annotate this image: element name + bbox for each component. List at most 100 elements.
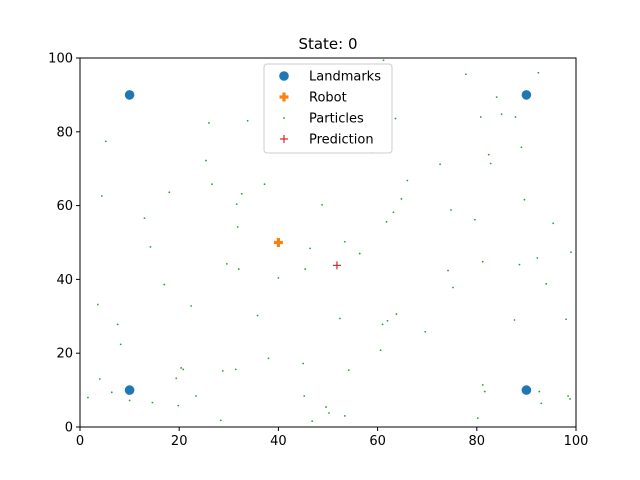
particles-point <box>235 203 238 206</box>
particles-point <box>205 159 207 162</box>
particles-point <box>110 391 113 394</box>
particles-point <box>96 303 99 306</box>
particles-point <box>263 183 266 186</box>
particles-point <box>325 406 327 408</box>
particles-point <box>565 318 567 321</box>
plot-area-frame <box>79 57 577 428</box>
particles-point <box>489 162 492 165</box>
landmarks-point <box>124 385 135 395</box>
particles-point <box>119 343 122 346</box>
particles-point <box>483 390 486 393</box>
particles-point <box>385 220 388 223</box>
particles-point <box>303 395 306 397</box>
particles-point <box>321 203 323 206</box>
particles-point <box>236 226 239 228</box>
legend-robot-label: Robot <box>309 91 347 106</box>
legend: Landmarks Robot Particles Prediction <box>263 63 393 154</box>
particles-point <box>208 122 210 124</box>
legend-particles-marker <box>283 117 285 119</box>
particles-point <box>104 140 107 143</box>
x-tick-label: 20 <box>171 434 188 449</box>
legend-landmarks-marker <box>279 71 289 81</box>
robot-point <box>273 238 283 247</box>
particles-point <box>309 247 312 250</box>
particles-point <box>219 419 222 422</box>
particles-point <box>479 116 482 118</box>
particles-point <box>424 330 427 333</box>
legend-box <box>263 63 393 154</box>
particles-point <box>481 384 484 386</box>
particles-point <box>400 198 403 200</box>
particles-point <box>225 263 228 265</box>
landmarks-point <box>124 90 135 100</box>
x-tick-label: 40 <box>270 434 287 449</box>
particles-point <box>538 390 541 393</box>
particles-point <box>175 377 178 380</box>
y-tick-label: 80 <box>56 125 73 140</box>
particles-point <box>447 269 449 272</box>
particles-point <box>386 319 389 322</box>
particles-point <box>518 263 521 266</box>
particles-point <box>450 209 452 211</box>
particles-point <box>211 183 213 186</box>
particles-point <box>536 257 539 259</box>
particles-point <box>439 163 441 166</box>
x-tick-label: 80 <box>469 434 486 449</box>
landmarks-point <box>521 90 532 100</box>
particles-point <box>221 370 224 372</box>
particles-point <box>495 96 498 99</box>
particles-point <box>177 404 180 407</box>
particles-point <box>237 268 240 270</box>
particles-point <box>190 305 193 307</box>
particles-point <box>476 417 479 420</box>
particles-point <box>143 217 146 220</box>
particles-point <box>487 153 490 156</box>
particles-point <box>545 282 548 285</box>
particles-point <box>311 420 314 422</box>
particles-point <box>540 402 543 405</box>
legend-robot-marker <box>279 92 289 102</box>
particles-point <box>394 117 397 120</box>
particles-point <box>523 198 526 201</box>
particles-point <box>570 251 572 253</box>
x-tick-label: 60 <box>369 434 386 449</box>
legend-particles-label: Particles <box>309 112 364 127</box>
particles-point <box>343 240 346 243</box>
particles-point <box>552 222 555 225</box>
particles-point <box>358 252 361 255</box>
particles-point <box>98 378 101 380</box>
y-tick-label: 20 <box>56 347 73 362</box>
particles-point <box>168 191 171 194</box>
landmarks-point <box>521 385 532 395</box>
y-tick-label: 100 <box>48 52 73 67</box>
particles-point <box>395 313 398 315</box>
particles-point <box>151 401 154 404</box>
particles-point <box>514 116 517 118</box>
particles-point <box>381 323 384 326</box>
data-marks <box>87 59 572 422</box>
particles-point <box>100 195 103 197</box>
y-tick-label: 60 <box>56 199 73 214</box>
particles-point <box>304 268 307 270</box>
y-tick-label: 40 <box>56 273 73 288</box>
particles-point <box>569 398 571 400</box>
particles-point <box>464 73 467 76</box>
x-axis: 0 20 40 60 80 100 <box>76 427 588 449</box>
y-axis: 0 20 40 60 80 100 <box>48 52 80 436</box>
particles-point <box>379 349 382 352</box>
particles-point <box>473 218 476 221</box>
particles-point <box>180 367 183 369</box>
particles-point <box>277 277 280 279</box>
particles-point <box>343 415 346 417</box>
particles-point <box>339 317 341 320</box>
particles-point <box>537 71 540 74</box>
particles-point <box>267 357 270 360</box>
particles-point <box>520 146 523 149</box>
particles-point <box>328 412 330 414</box>
particles-point <box>347 369 350 372</box>
particles-point <box>234 368 237 371</box>
particles-point <box>406 179 409 182</box>
particles-point <box>163 283 166 286</box>
particles-point <box>87 396 89 399</box>
particles-point <box>513 319 516 321</box>
